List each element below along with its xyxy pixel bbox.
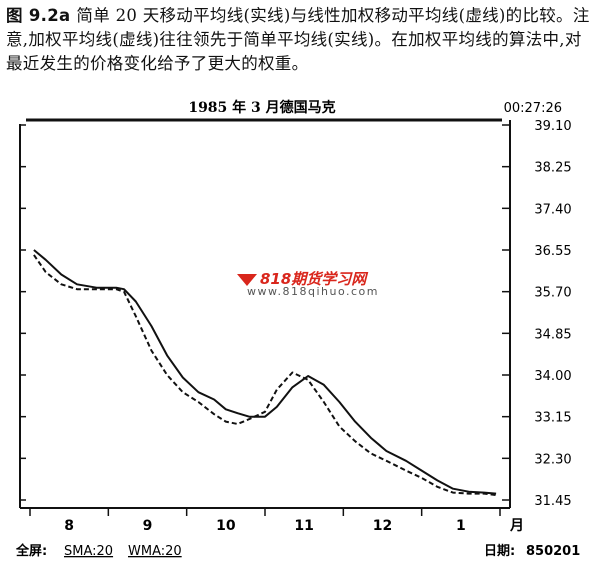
y-tick-label: 31.45 bbox=[534, 494, 571, 509]
footer-left-label: 全屏: bbox=[15, 543, 47, 559]
footer-date-value: 850201 bbox=[526, 544, 580, 559]
figure-label: 图 9.2a bbox=[6, 6, 71, 25]
watermark-brand: 818期货学习网 bbox=[260, 270, 367, 288]
chart: 1985 年 3 月德国马克 00:27:26 39.1038.2537.403… bbox=[15, 99, 580, 559]
figure-caption: 图 9.2a 简单 20 天移动平均线(实线)与线性加权移动平均线(虚线)的比较。… bbox=[6, 4, 598, 76]
x-tick-label: 1 bbox=[456, 518, 466, 534]
x-tick-label: 8 bbox=[64, 518, 74, 534]
watermark-logo: 818期货学习网 bbox=[237, 268, 366, 289]
footer-date-label: 日期: bbox=[484, 544, 515, 559]
x-axis: 8 9 10 11 12 1 bbox=[29, 508, 501, 534]
x-tick-label: 10 bbox=[216, 518, 236, 534]
y-tick-label: 34.85 bbox=[534, 327, 571, 342]
y-tick-label: 37.40 bbox=[534, 202, 571, 217]
x-tick-label: 11 bbox=[294, 518, 313, 534]
series-layer bbox=[33, 249, 497, 497]
x-tick-label: 12 bbox=[373, 518, 392, 534]
x-tick-label: 9 bbox=[143, 518, 153, 534]
y-tick-label: 38.25 bbox=[534, 161, 571, 176]
chart-title: 1985 年 3 月德国马克 bbox=[188, 99, 335, 116]
y-tick-label: 35.70 bbox=[534, 286, 571, 301]
y-tick-label: 34.00 bbox=[534, 369, 571, 384]
watermark-url: www.818qihuo.com bbox=[247, 285, 379, 298]
time-readout: 00:27:26 bbox=[504, 101, 562, 116]
x-unit-label: 月 bbox=[509, 518, 524, 534]
y-tick-label: 33.15 bbox=[534, 411, 571, 426]
y-tick-label: 36.55 bbox=[534, 244, 571, 259]
chart-frame bbox=[19, 118, 511, 509]
sma-series-line bbox=[33, 249, 497, 495]
watermark-mark-icon bbox=[237, 271, 257, 287]
wma-series-line bbox=[33, 254, 497, 497]
y-tick-label: 32.30 bbox=[534, 452, 571, 467]
footer-wma-label: WMA:20 bbox=[128, 544, 182, 559]
caption-text: 简单 20 天移动平均线(实线)与线性加权移动平均线(虚线)的比较。注意,加权平… bbox=[6, 6, 590, 73]
y-axis: 39.10 38.25 37.40 36.55 35.70 34.85 34.00 33.15… bbox=[20, 119, 572, 509]
y-tick-label: 39.10 bbox=[534, 119, 571, 134]
footer-sma-label: SMA:20 bbox=[64, 544, 113, 559]
